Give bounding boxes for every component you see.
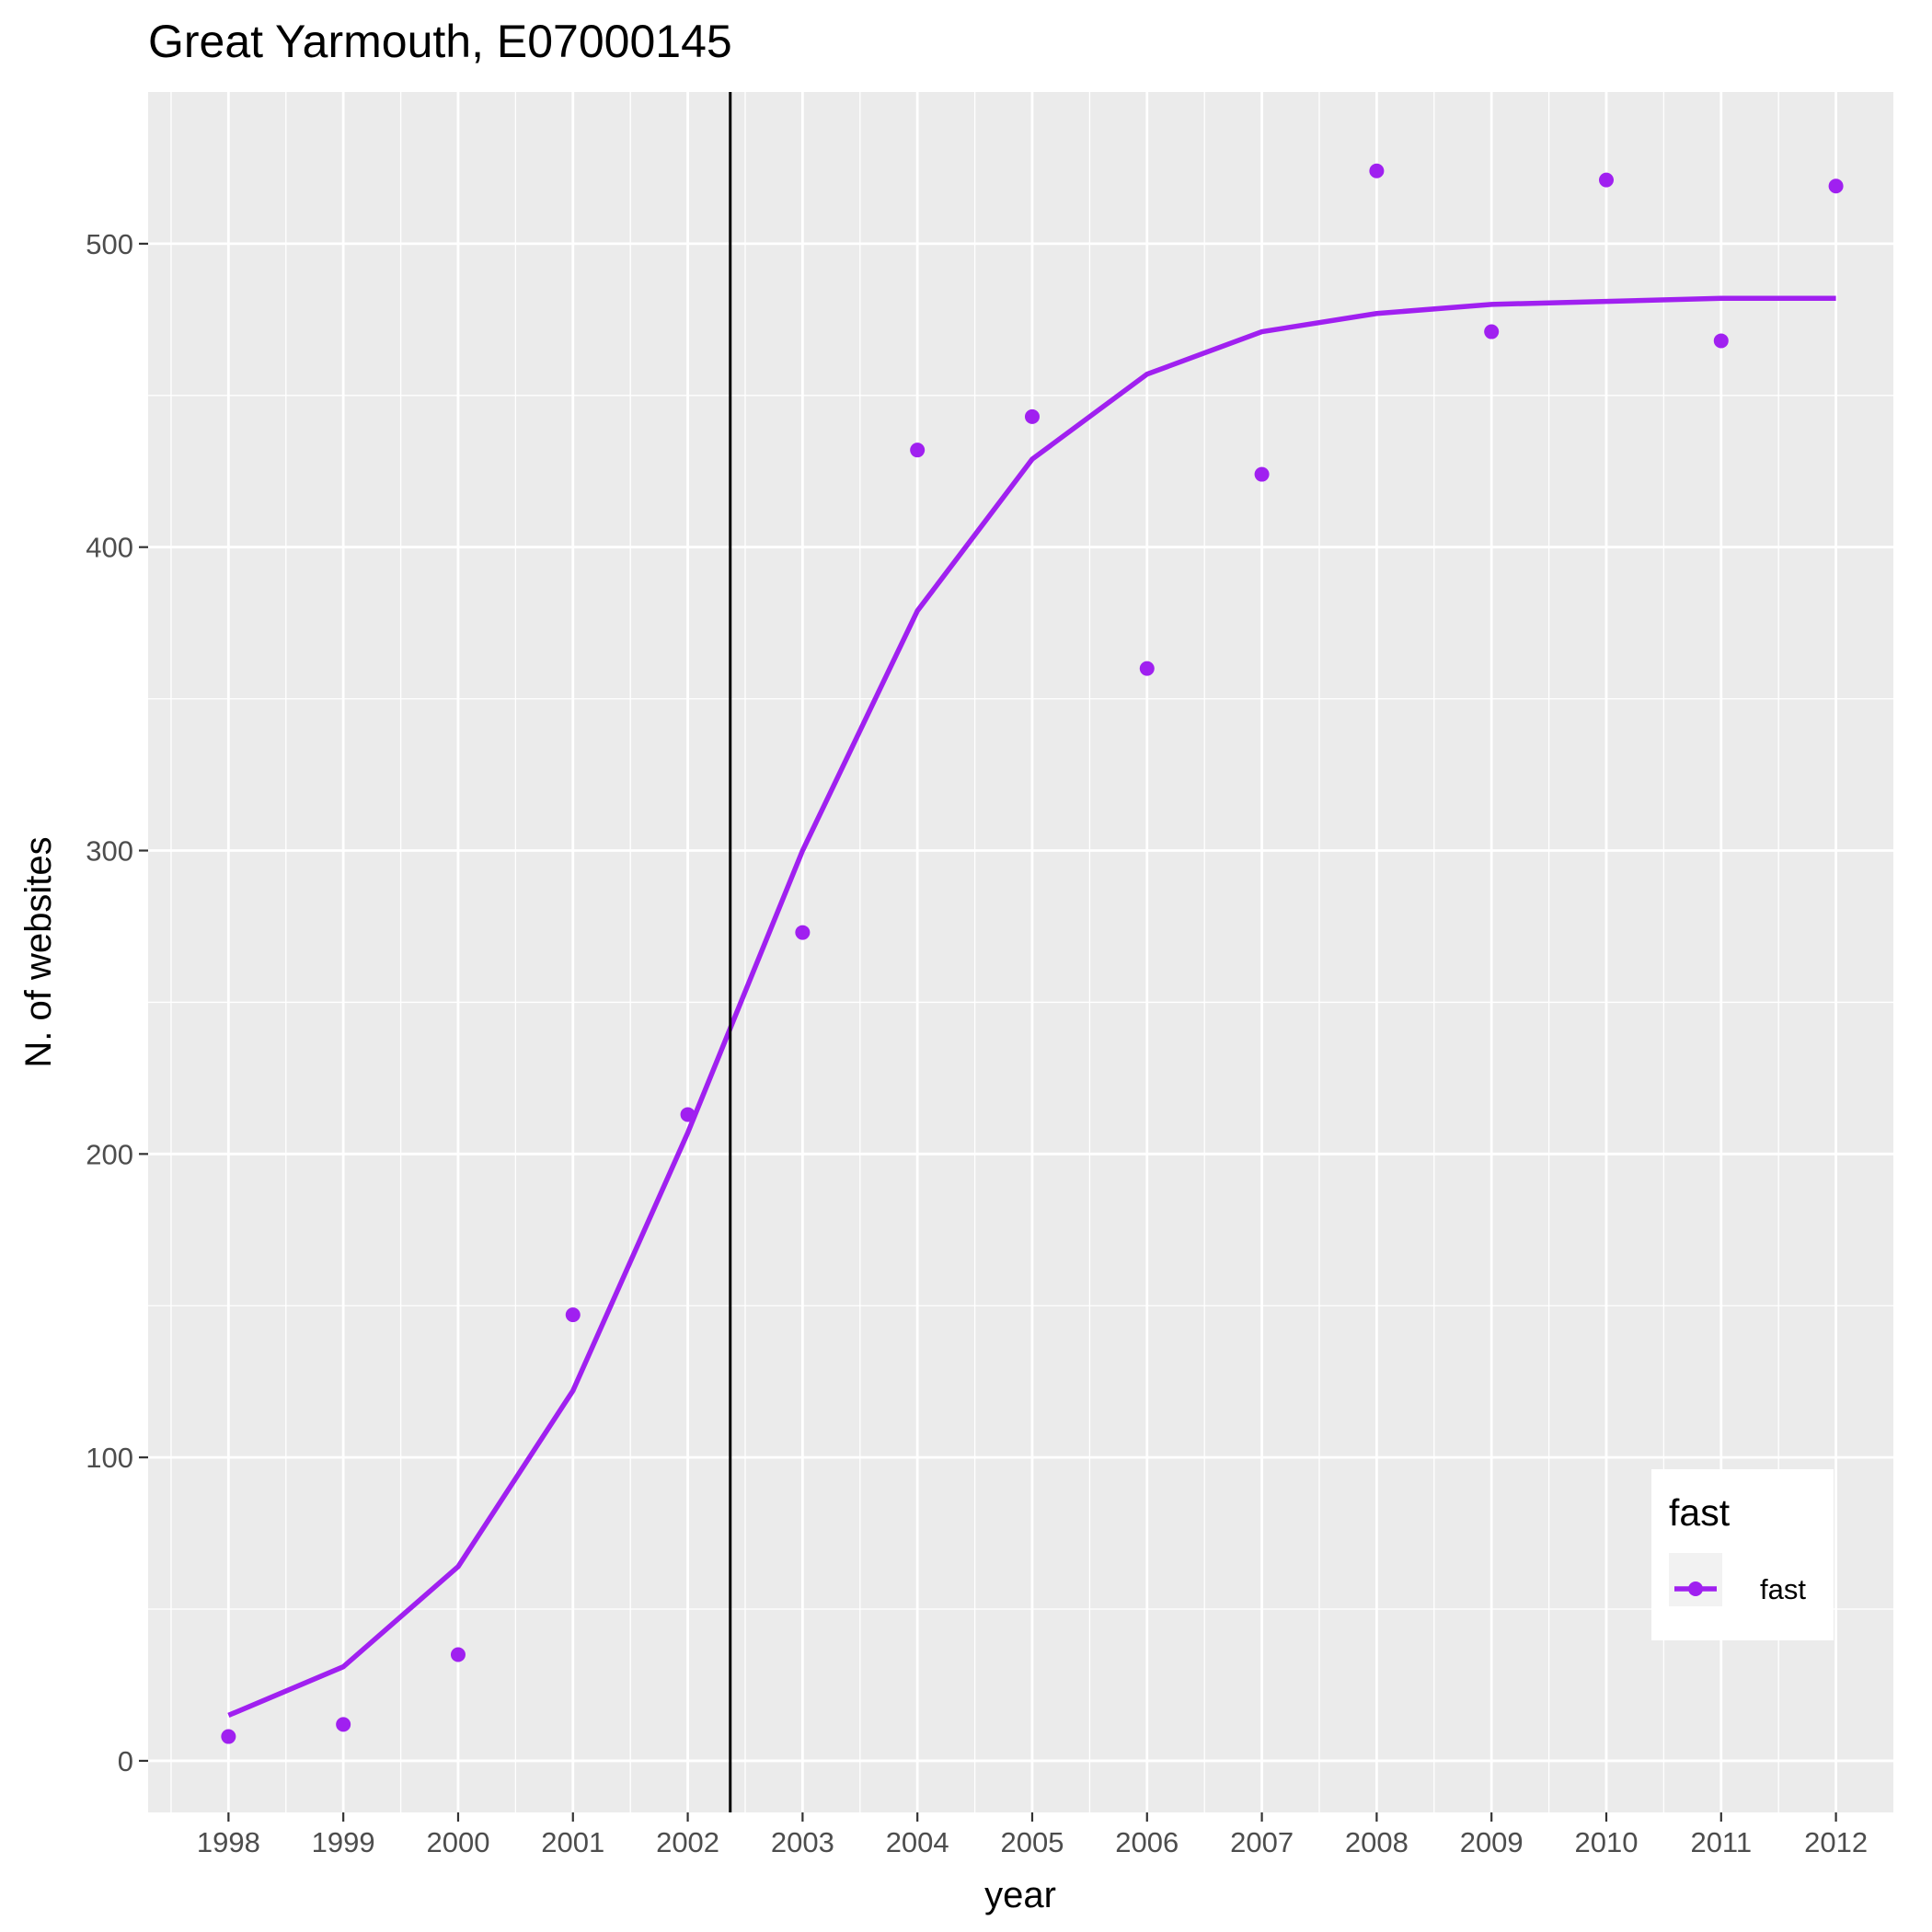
y-tick-label: 100 [86, 1442, 133, 1474]
y-axis-ticks: 0 100 200 300 400 500 [86, 228, 148, 1777]
y-tick-label: 0 [118, 1745, 133, 1777]
data-point [1139, 661, 1155, 676]
data-point [221, 1729, 236, 1744]
data-points [221, 163, 1844, 1744]
data-point [1828, 178, 1844, 194]
fit-line-fast [227, 295, 1836, 1718]
data-point [336, 1717, 351, 1732]
x-tick-label: 2001 [541, 1826, 604, 1858]
grid-major [148, 92, 1893, 1812]
data-point [680, 1107, 696, 1122]
x-tick-label: 2003 [771, 1826, 834, 1858]
legend: fast fast [1651, 1469, 1834, 1640]
y-tick-label: 300 [86, 835, 133, 868]
y-tick-label: 200 [86, 1138, 133, 1170]
x-tick-label: 2006 [1115, 1826, 1179, 1858]
x-tick-label: 2002 [656, 1826, 719, 1858]
data-point [450, 1647, 466, 1662]
data-point [910, 443, 926, 458]
x-tick-label: 2008 [1345, 1826, 1409, 1858]
data-point [795, 925, 811, 940]
data-point [1598, 172, 1614, 188]
data-point [1369, 163, 1385, 178]
data-point [1254, 466, 1270, 482]
data-point [1484, 324, 1500, 339]
data-point [565, 1307, 581, 1323]
legend-key-point [1688, 1581, 1703, 1596]
x-tick-label: 2004 [886, 1826, 949, 1858]
legend-title: fast [1669, 1491, 1731, 1534]
x-axis-ticks: 1998 1999 2000 2001 2002 2003 2004 2005 2006 2007… [197, 1812, 1868, 1858]
x-tick-label: 2009 [1460, 1826, 1524, 1858]
y-axis-title: N. of websites [18, 836, 59, 1067]
x-tick-label: 2000 [426, 1826, 489, 1858]
legend-key-background [1669, 1553, 1722, 1606]
plot-panel [148, 92, 1893, 1812]
x-tick-label: 2012 [1804, 1826, 1868, 1858]
x-tick-label: 2010 [1575, 1826, 1639, 1858]
x-tick-label: 2011 [1690, 1826, 1752, 1858]
y-tick-label: 500 [86, 228, 133, 260]
x-tick-label: 1999 [312, 1826, 375, 1858]
y-tick-label: 400 [86, 532, 133, 564]
x-tick-label: 2005 [1000, 1826, 1064, 1858]
x-tick-label: 2007 [1230, 1826, 1294, 1858]
x-tick-label: 1998 [197, 1826, 260, 1858]
data-point [1024, 408, 1040, 424]
chart-title: Great Yarmouth, E07000145 [148, 16, 732, 67]
data-point [1713, 333, 1729, 349]
legend-entry-fast: fast [1760, 1573, 1806, 1605]
x-axis-title: year [984, 1875, 1056, 1915]
